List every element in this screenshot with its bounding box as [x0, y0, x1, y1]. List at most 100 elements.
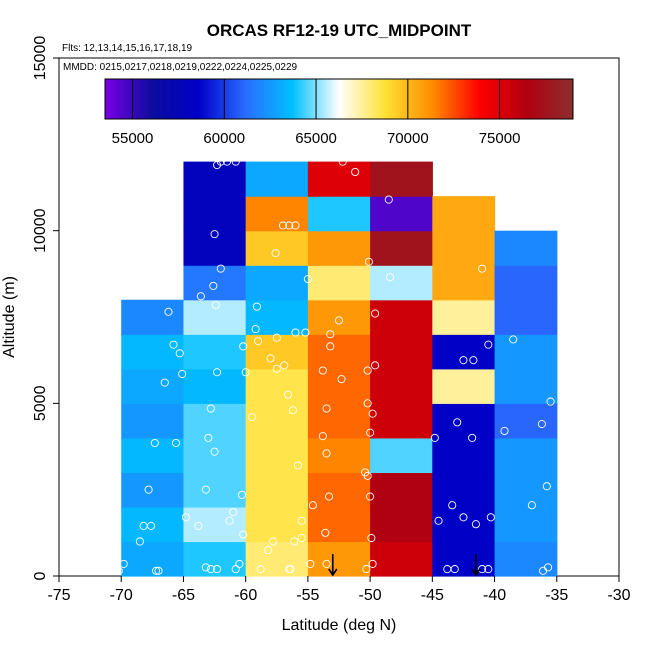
heatmap-cell	[494, 437, 558, 473]
data-point	[542, 482, 551, 491]
data-point	[209, 281, 218, 290]
data-point	[308, 501, 317, 510]
heatmap-cell	[432, 472, 496, 508]
colorbar: 55000 60000 65000 70000 75000	[104, 78, 574, 147]
data-point	[500, 426, 509, 436]
data-point	[557, 312, 566, 322]
data-point	[297, 516, 306, 525]
data-point	[469, 356, 478, 365]
data-point	[366, 492, 375, 501]
data-point	[169, 340, 178, 349]
heatmap-cell	[183, 196, 247, 232]
heatmap-cell	[432, 196, 496, 232]
data-point	[286, 565, 295, 574]
x-tick-label: -55	[296, 587, 319, 604]
heatmap-cell	[121, 437, 185, 473]
data-point	[322, 404, 331, 413]
data-point	[430, 433, 439, 442]
data-point	[363, 471, 372, 480]
data-point	[210, 447, 219, 456]
data-point	[119, 559, 128, 568]
heatmap-cell	[370, 265, 433, 301]
data-point	[272, 364, 281, 373]
heatmap-cell	[432, 368, 496, 404]
data-point	[212, 368, 222, 377]
heatmap-cell	[370, 230, 433, 266]
data-point	[544, 563, 553, 572]
data-point	[231, 157, 240, 166]
data-point	[537, 420, 546, 429]
heatmap-cell	[245, 265, 309, 301]
data-point	[484, 340, 493, 349]
colorbar-tick-label: 65000	[295, 130, 337, 147]
heatmap-cell	[307, 334, 371, 370]
heatmap-cell	[307, 368, 371, 404]
data-point	[254, 337, 263, 346]
heatmap-cell	[121, 403, 185, 439]
observation-points	[114, 157, 570, 575]
data-point	[216, 157, 225, 166]
heatmap-cell	[307, 403, 371, 439]
colorbar-tick-label: 75000	[479, 130, 521, 147]
data-point	[288, 406, 298, 415]
heatmap-cell	[183, 472, 247, 508]
heatmap-cell	[183, 368, 247, 404]
heatmap-cell	[494, 265, 558, 301]
heatmap-cell	[183, 506, 247, 543]
heatmap-cell	[245, 368, 309, 404]
colorbar-gradient	[104, 78, 574, 120]
data-point	[135, 537, 144, 546]
data-point	[239, 342, 248, 351]
data-point	[160, 378, 169, 387]
data-point	[201, 485, 210, 494]
data-point	[371, 361, 380, 370]
chart-title: ORCAS RF12-19 UTC_MIDPOINT	[207, 21, 472, 40]
heatmap-cell	[307, 541, 371, 577]
data-point	[278, 221, 288, 230]
y-tick-label: 0	[32, 571, 49, 580]
data-point	[216, 264, 225, 273]
y-axis-label: Altitude (m)	[1, 276, 18, 358]
heatmap-cell	[432, 437, 496, 473]
data-point	[272, 333, 281, 342]
data-point	[318, 366, 327, 375]
data-point	[322, 449, 331, 458]
x-tick-label: -70	[110, 587, 133, 604]
heatmap-cell	[432, 265, 496, 301]
data-point	[546, 397, 555, 406]
y-tick-label: 5000	[32, 385, 49, 421]
data-point	[301, 328, 310, 337]
y-tick-label: 10000	[32, 208, 49, 253]
data-point	[291, 221, 300, 230]
data-point	[434, 516, 443, 525]
data-point	[266, 354, 275, 363]
heatmap-cell	[245, 196, 309, 232]
data-point	[164, 307, 173, 316]
data-point	[181, 513, 190, 522]
heatmap-cell	[432, 403, 496, 439]
x-tick-label: -30	[607, 587, 630, 604]
heatmap-cell	[370, 368, 433, 404]
x-tick-label: -45	[421, 587, 444, 604]
data-point	[338, 157, 347, 166]
data-point	[147, 521, 156, 530]
heatmap-cell	[121, 299, 185, 335]
x-tick-label: -40	[483, 587, 506, 604]
heatmap-cell	[432, 230, 496, 266]
y-tick-label: 15000	[32, 36, 49, 81]
heatmap-cell	[494, 334, 558, 370]
data-point	[114, 566, 123, 575]
data-point	[297, 533, 306, 543]
data-point	[211, 300, 220, 309]
data-point	[561, 230, 570, 239]
data-point	[306, 559, 315, 568]
colorbar-tick-label: 60000	[203, 130, 245, 147]
data-point	[291, 328, 300, 337]
heatmap-cell	[245, 230, 309, 266]
data-point	[206, 565, 215, 574]
data-point	[178, 369, 187, 379]
flights-label: Flts: 12,13,14,15,16,17,18,19	[62, 43, 193, 54]
x-tick-label: -75	[47, 587, 70, 604]
heatmap-cell	[307, 437, 371, 473]
